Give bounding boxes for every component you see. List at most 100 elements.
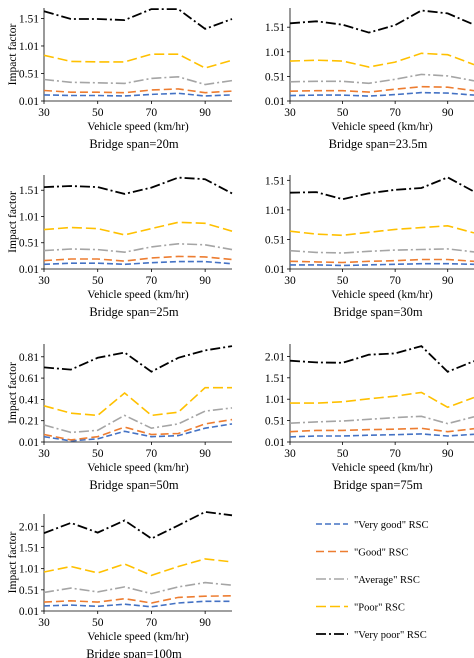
x-axis-label: Vehicle speed (km/hr) bbox=[331, 289, 433, 301]
legend-label: "Average" RSC bbox=[354, 575, 420, 586]
y-tick-label: 0.01 bbox=[265, 96, 285, 108]
y-tick-label: 1.01 bbox=[265, 47, 285, 59]
series-line-very-good bbox=[43, 423, 233, 442]
series-line-very-poor bbox=[43, 176, 233, 195]
legend: "Very good" RSC "Good" RSC "Average" RSC "P… bbox=[316, 520, 429, 641]
x-axis-label: Vehicle speed (km/hr) bbox=[331, 462, 433, 474]
x-tick-label: 30 bbox=[284, 275, 296, 287]
series-line-average bbox=[43, 581, 233, 595]
x-tick-label: 30 bbox=[38, 275, 50, 287]
chart-panel-4: 0.01 0.51 1.01 1.51 30 50 70 90 Vehicle speed (k… bbox=[265, 175, 474, 319]
chart-panel-1: 0.01 0.51 1.01 1.51 30 50 70 90 Vehicle speed (k… bbox=[7, 8, 233, 151]
y-tick-label: 0.51 bbox=[265, 416, 285, 428]
series-line-very-poor bbox=[43, 510, 233, 540]
x-tick-label: 50 bbox=[92, 275, 104, 287]
y-tick-label: 1.01 bbox=[19, 41, 39, 53]
x-tick-label: 90 bbox=[199, 617, 211, 629]
y-tick-label: 0.01 bbox=[19, 96, 39, 108]
y-tick-label: 2.01 bbox=[265, 351, 285, 363]
y-tick-label: 0.81 bbox=[19, 352, 39, 364]
y-tick-label: 0.01 bbox=[19, 606, 39, 618]
legend-label: "Very good" RSC bbox=[354, 520, 429, 531]
y-tick-label: 0.01 bbox=[265, 264, 285, 276]
series-line-poor bbox=[43, 221, 233, 236]
panel-caption: Bridge span=30m bbox=[333, 305, 423, 319]
series-line-average bbox=[289, 73, 474, 85]
x-axis-label: Vehicle speed (km/hr) bbox=[331, 121, 433, 133]
x-tick-label: 70 bbox=[146, 617, 158, 629]
panel-caption: Bridge span=23.5m bbox=[329, 137, 428, 151]
series-line-very-good bbox=[43, 600, 232, 608]
panel-caption: Bridge span=50m bbox=[89, 478, 179, 492]
y-tick-label: 1.51 bbox=[19, 185, 39, 197]
y-tick-label: 1.51 bbox=[19, 542, 39, 554]
series-line-very-good bbox=[290, 262, 474, 267]
series-line-average bbox=[43, 407, 233, 434]
x-tick-label: 50 bbox=[92, 617, 104, 629]
x-tick-label: 90 bbox=[442, 107, 454, 119]
x-tick-label: 70 bbox=[146, 107, 158, 119]
y-tick-label: 1.01 bbox=[19, 211, 39, 223]
y-axis-label: Impact factor bbox=[7, 24, 19, 86]
chart-panel-3: 0.01 0.51 1.01 1.51 30 50 70 90 Vehicle speed (k… bbox=[7, 175, 233, 319]
series-line-very-good bbox=[43, 92, 233, 97]
series-line-good bbox=[289, 85, 474, 93]
x-tick-label: 90 bbox=[442, 275, 454, 287]
y-tick-label: 1.51 bbox=[265, 22, 285, 34]
legend-label: "Good" RSC bbox=[354, 548, 408, 559]
series-line-very-poor bbox=[43, 345, 233, 373]
x-tick-label: 90 bbox=[199, 448, 211, 460]
x-tick-label: 30 bbox=[38, 107, 50, 119]
series-line-poor bbox=[43, 558, 233, 577]
y-tick-label: 0.01 bbox=[19, 264, 39, 276]
series-line-very-poor bbox=[289, 9, 474, 34]
y-tick-label: 0.51 bbox=[19, 68, 39, 80]
series-line-very-good bbox=[289, 91, 474, 97]
x-tick-label: 50 bbox=[337, 448, 349, 460]
y-axis-label: Impact factor bbox=[7, 191, 19, 253]
x-tick-label: 90 bbox=[442, 448, 454, 460]
series-line-poor bbox=[43, 386, 232, 417]
x-tick-label: 70 bbox=[389, 448, 401, 460]
panel-caption: Bridge span=75m bbox=[333, 478, 423, 492]
x-tick-label: 50 bbox=[92, 107, 104, 119]
y-tick-label: 1.01 bbox=[265, 394, 285, 406]
y-tick-label: 1.01 bbox=[19, 564, 39, 576]
series-line-average bbox=[289, 248, 474, 254]
x-axis-label: Vehicle speed (km/hr) bbox=[87, 289, 189, 301]
x-tick-label: 30 bbox=[38, 617, 50, 629]
series-line-good bbox=[289, 427, 474, 433]
chart-panel-7: 0.01 0.51 1.01 1.51 2.01 30 50 70 90 Vehicle spee… bbox=[7, 510, 233, 658]
x-tick-label: 30 bbox=[284, 448, 296, 460]
y-tick-label: 0.51 bbox=[265, 71, 285, 83]
series-line-good bbox=[43, 418, 233, 441]
x-axis-label: Vehicle speed (km/hr) bbox=[87, 631, 189, 643]
x-tick-label: 70 bbox=[389, 275, 401, 287]
x-tick-label: 70 bbox=[146, 275, 158, 287]
y-axis-label: Impact factor bbox=[7, 362, 19, 424]
x-tick-label: 30 bbox=[284, 107, 296, 119]
y-tick-label: 0.51 bbox=[19, 585, 39, 597]
y-tick-label: 1.51 bbox=[265, 175, 285, 187]
y-tick-label: 2.01 bbox=[19, 521, 39, 533]
y-tick-label: 0.41 bbox=[19, 394, 39, 406]
series-line-average bbox=[289, 415, 474, 425]
series-line-poor bbox=[289, 224, 474, 237]
x-tick-label: 50 bbox=[337, 107, 349, 119]
x-tick-label: 50 bbox=[337, 275, 349, 287]
y-tick-label: 0.61 bbox=[19, 373, 39, 385]
panel-caption: Bridge span=20m bbox=[89, 137, 179, 151]
series-line-very-poor bbox=[43, 8, 233, 30]
y-tick-label: 1.51 bbox=[19, 13, 39, 25]
y-tick-label: 0.21 bbox=[19, 416, 39, 428]
series-line-average bbox=[43, 242, 233, 254]
series-line-poor bbox=[289, 52, 474, 68]
x-tick-label: 70 bbox=[389, 107, 401, 119]
legend-label: "Poor" RSC bbox=[354, 603, 405, 614]
series-line-very-good bbox=[289, 433, 474, 438]
series-line-very-poor bbox=[289, 345, 474, 373]
y-tick-label: 1.51 bbox=[265, 373, 285, 385]
chart-panel-5: 0.01 0.21 0.41 0.61 0.81 30 50 70 90 Vehicle spee… bbox=[7, 344, 233, 492]
series-line-good bbox=[43, 88, 233, 94]
